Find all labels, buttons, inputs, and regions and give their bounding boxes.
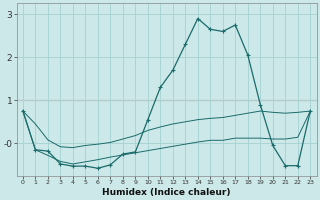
X-axis label: Humidex (Indice chaleur): Humidex (Indice chaleur)	[102, 188, 231, 197]
